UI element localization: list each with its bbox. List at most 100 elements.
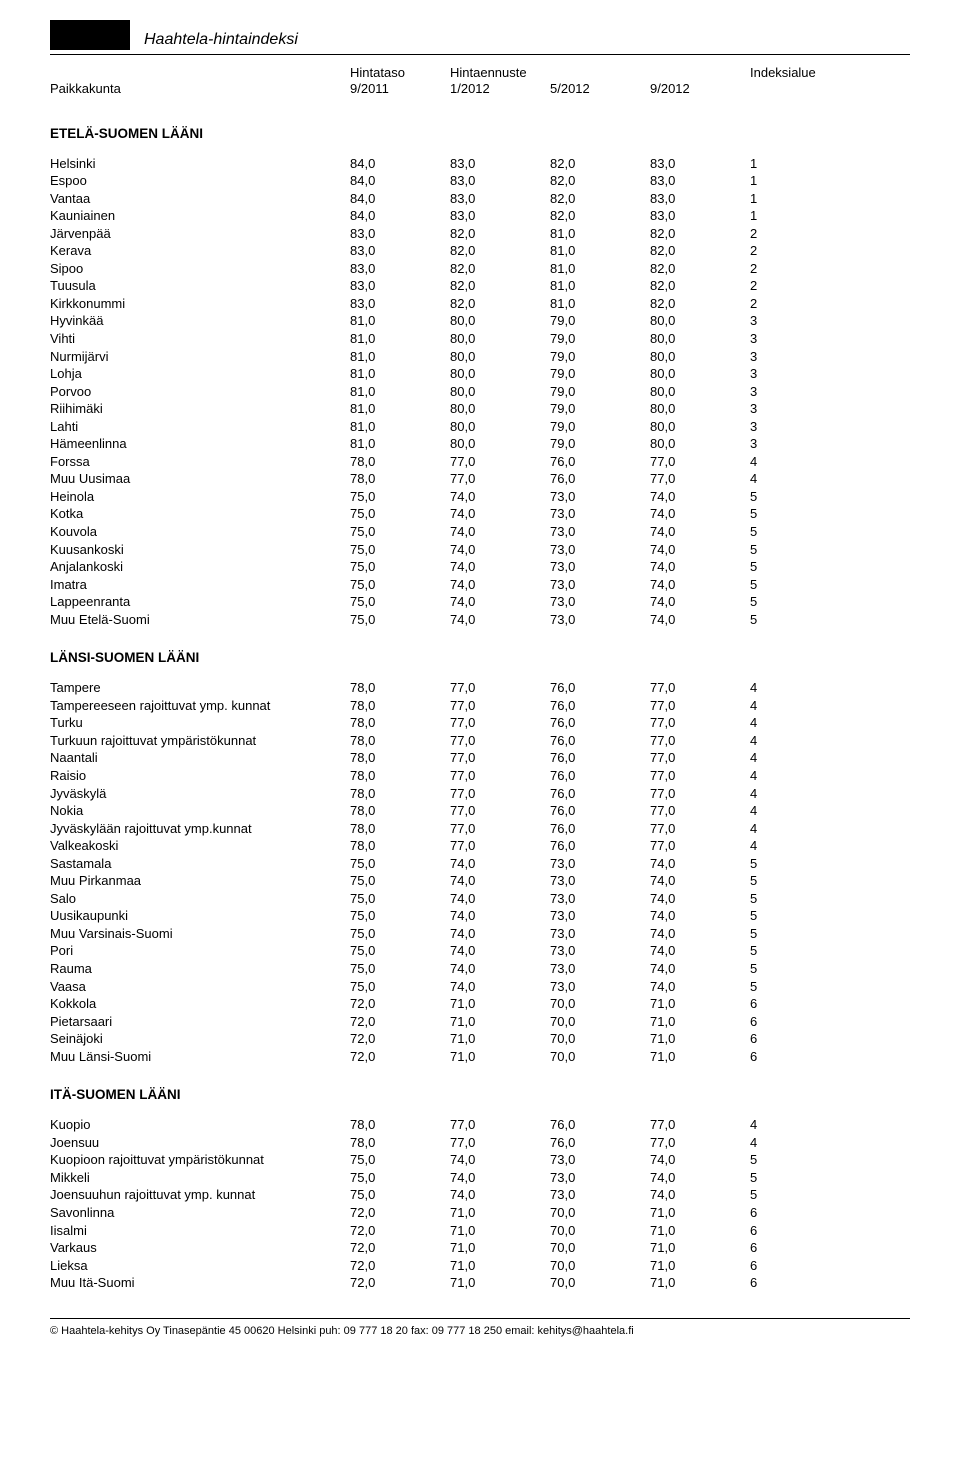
sections-container: ETELÄ-SUOMEN LÄÄNIHelsinki84,083,082,083…	[50, 126, 910, 1292]
cell-value: 71,0	[450, 1204, 550, 1222]
cell-value: 73,0	[550, 890, 650, 908]
cell-value: 74,0	[650, 978, 750, 996]
cell-value: 73,0	[550, 505, 650, 523]
cell-value: 72,0	[350, 995, 450, 1013]
cell-index: 2	[750, 295, 910, 313]
table-row: Muu Pirkanmaa75,074,073,074,05	[50, 872, 910, 890]
cell-value: 82,0	[550, 190, 650, 208]
cell-value: 73,0	[550, 907, 650, 925]
cell-value: 70,0	[550, 1274, 650, 1292]
cell-value: 74,0	[450, 1186, 550, 1204]
cell-value: 82,0	[550, 172, 650, 190]
table-row: Hämeenlinna81,080,079,080,03	[50, 435, 910, 453]
cell-name: Vantaa	[50, 190, 350, 208]
cell-value: 72,0	[350, 1257, 450, 1275]
table-row: Raisio78,077,076,077,04	[50, 767, 910, 785]
table-row: Seinäjoki72,071,070,071,06	[50, 1030, 910, 1048]
table-row: Kauniainen84,083,082,083,01	[50, 207, 910, 225]
cell-value: 80,0	[650, 418, 750, 436]
cell-name: Kauniainen	[50, 207, 350, 225]
table-row: Riihimäki81,080,079,080,03	[50, 400, 910, 418]
cell-name: Kuopioon rajoittuvat ympäristökunnat	[50, 1151, 350, 1169]
cell-name: Lahti	[50, 418, 350, 436]
cell-value: 77,0	[650, 749, 750, 767]
cell-index: 6	[750, 995, 910, 1013]
cell-name: Tampere	[50, 679, 350, 697]
cell-value: 80,0	[650, 400, 750, 418]
cell-value: 74,0	[650, 960, 750, 978]
cell-value: 71,0	[450, 1222, 550, 1240]
cell-value: 80,0	[450, 312, 550, 330]
cell-value: 77,0	[650, 1134, 750, 1152]
cell-index: 3	[750, 400, 910, 418]
cell-index: 2	[750, 242, 910, 260]
cell-value: 75,0	[350, 1186, 450, 1204]
cell-value: 78,0	[350, 679, 450, 697]
data-table: Helsinki84,083,082,083,01Espoo84,083,082…	[50, 155, 910, 629]
cell-value: 74,0	[450, 872, 550, 890]
table-row: Kuopio78,077,076,077,04	[50, 1116, 910, 1134]
cell-name: Espoo	[50, 172, 350, 190]
cell-name: Tuusula	[50, 277, 350, 295]
cell-value: 82,0	[650, 242, 750, 260]
table-row: Heinola75,074,073,074,05	[50, 488, 910, 506]
cell-value: 74,0	[650, 576, 750, 594]
cell-value: 74,0	[650, 925, 750, 943]
table-row: Turkuun rajoittuvat ympäristökunnat78,07…	[50, 732, 910, 750]
cell-value: 78,0	[350, 749, 450, 767]
table-row: Valkeakoski78,077,076,077,04	[50, 837, 910, 855]
cell-value: 82,0	[450, 295, 550, 313]
cell-value: 74,0	[450, 942, 550, 960]
cell-value: 79,0	[550, 418, 650, 436]
cell-value: 71,0	[450, 1257, 550, 1275]
cell-value: 77,0	[450, 785, 550, 803]
cell-value: 74,0	[650, 1169, 750, 1187]
cell-value: 80,0	[450, 348, 550, 366]
cell-value: 75,0	[350, 523, 450, 541]
cell-value: 72,0	[350, 1048, 450, 1066]
cell-value: 76,0	[550, 767, 650, 785]
data-table: Kuopio78,077,076,077,04Joensuu78,077,076…	[50, 1116, 910, 1291]
cell-value: 76,0	[550, 714, 650, 732]
cell-value: 73,0	[550, 541, 650, 559]
cell-value: 75,0	[350, 611, 450, 629]
cell-index: 6	[750, 1013, 910, 1031]
cell-value: 76,0	[550, 697, 650, 715]
cell-value: 74,0	[450, 890, 550, 908]
col-header-empty3	[650, 65, 750, 81]
table-row: Imatra75,074,073,074,05	[50, 576, 910, 594]
cell-value: 74,0	[450, 576, 550, 594]
table-row: Muu Varsinais-Suomi75,074,073,074,05	[50, 925, 910, 943]
column-header: Hintataso Hintaennuste Indeksialue Paikk…	[50, 65, 910, 98]
cell-value: 77,0	[650, 1116, 750, 1134]
cell-value: 74,0	[650, 872, 750, 890]
cell-index: 5	[750, 593, 910, 611]
cell-name: Järvenpää	[50, 225, 350, 243]
cell-name: Kirkkonummi	[50, 295, 350, 313]
cell-value: 75,0	[350, 855, 450, 873]
cell-value: 82,0	[650, 295, 750, 313]
cell-value: 79,0	[550, 400, 650, 418]
cell-index: 4	[750, 1116, 910, 1134]
cell-value: 77,0	[450, 679, 550, 697]
cell-value: 71,0	[450, 1048, 550, 1066]
col-header-hintaennuste: Hintaennuste	[450, 65, 550, 81]
cell-value: 80,0	[650, 435, 750, 453]
cell-value: 80,0	[650, 383, 750, 401]
cell-value: 71,0	[650, 1239, 750, 1257]
cell-name: Hyvinkää	[50, 312, 350, 330]
cell-value: 74,0	[650, 558, 750, 576]
cell-name: Anjalankoski	[50, 558, 350, 576]
cell-value: 77,0	[450, 732, 550, 750]
cell-value: 71,0	[650, 1222, 750, 1240]
cell-value: 74,0	[650, 942, 750, 960]
cell-value: 71,0	[650, 1274, 750, 1292]
cell-value: 74,0	[450, 978, 550, 996]
table-row: Kuusankoski75,074,073,074,05	[50, 541, 910, 559]
cell-value: 83,0	[650, 207, 750, 225]
table-row: Järvenpää83,082,081,082,02	[50, 225, 910, 243]
table-row: Pietarsaari72,071,070,071,06	[50, 1013, 910, 1031]
cell-index: 5	[750, 611, 910, 629]
cell-index: 3	[750, 348, 910, 366]
cell-name: Kotka	[50, 505, 350, 523]
